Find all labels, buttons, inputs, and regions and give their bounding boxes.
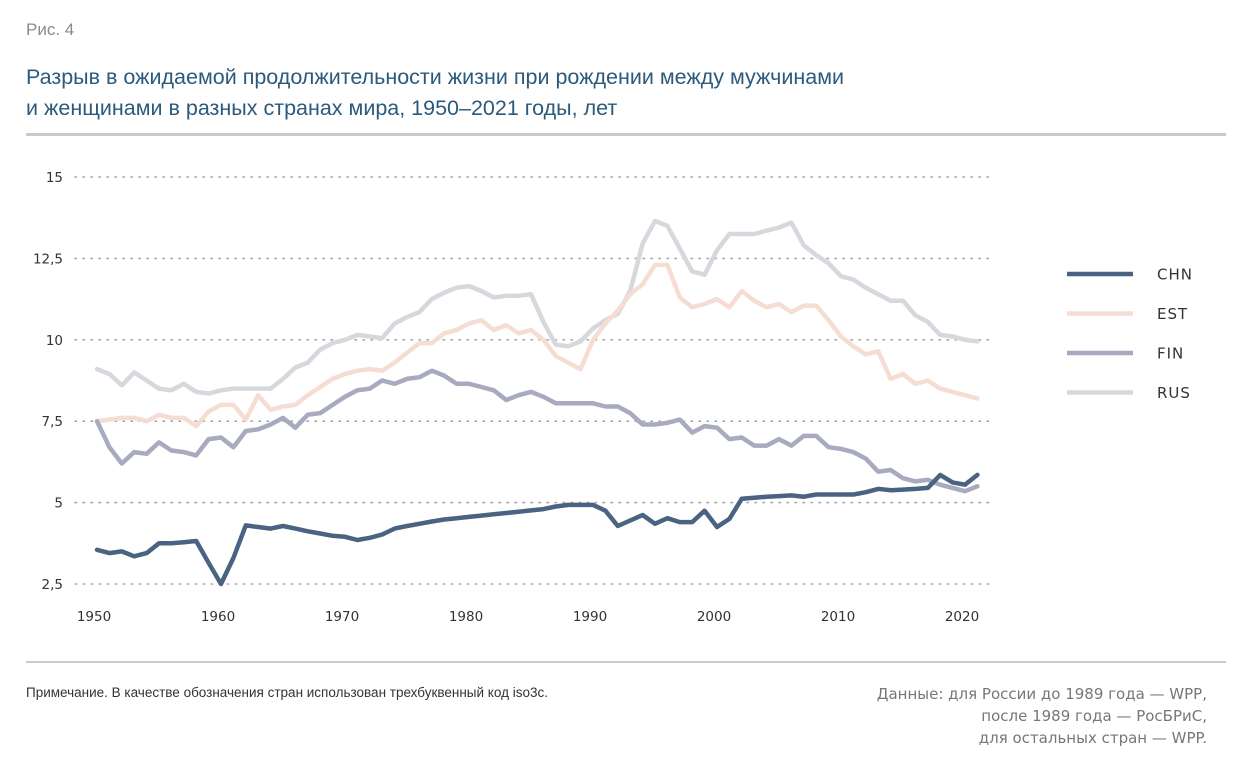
x-tick-label: 1970 [325, 609, 359, 625]
footer-divider [26, 661, 1226, 663]
x-tick-label: 1980 [449, 609, 483, 625]
header-divider [26, 133, 1226, 136]
legend-label-fin: FIN [1157, 345, 1184, 363]
data-source: Данные: для России до 1989 года — WPP, п… [877, 683, 1207, 749]
x-tick-label: 1990 [573, 609, 607, 625]
series-line-chn [94, 472, 980, 587]
x-axis-ticks: 1950 1960 1970 1980 1990 2000 2010 2020 [77, 609, 979, 625]
x-tick-label: 2000 [697, 609, 731, 625]
y-tick-label: 5 [54, 496, 63, 512]
gridlines [74, 176, 993, 585]
legend-label-rus: RUS [1157, 384, 1191, 402]
y-tick-label: 15 [46, 170, 63, 186]
y-tick-label: 12,5 [33, 251, 63, 267]
x-tick-label: 1950 [77, 609, 111, 625]
footnote: Примечание. В качестве обозначения стран… [26, 685, 548, 700]
x-tick-label: 2020 [945, 609, 979, 625]
data-source-line: после 1989 года — РосБРиС, [981, 707, 1207, 725]
chart-title-line-1: Разрыв в ожидаемой продолжительности жиз… [26, 65, 844, 89]
series-line-rus [94, 218, 980, 396]
y-axis-ticks: 2,5 5 7,5 10 12,5 15 [33, 170, 63, 593]
data-source-line: для остальных стран — WPP. [978, 729, 1207, 747]
x-tick-label: 1960 [201, 609, 235, 625]
y-tick-label: 7,5 [42, 414, 63, 430]
legend: CHN EST FIN RUS [1067, 266, 1193, 402]
series-line-est [94, 262, 980, 429]
y-tick-label: 10 [46, 333, 63, 349]
y-tick-label: 2,5 [42, 577, 63, 593]
series-line-fin [94, 368, 980, 494]
x-tick-label: 2010 [821, 609, 855, 625]
legend-label-chn: CHN [1157, 266, 1193, 284]
chart-title: Разрыв в ожидаемой продолжительности жиз… [26, 62, 1126, 124]
legend-label-est: EST [1157, 305, 1188, 323]
chart-title-line-2: и женщинами в разных странах мира, 1950–… [26, 96, 618, 120]
figure-label: Рис. 4 [26, 20, 75, 39]
series-lines [94, 218, 980, 587]
data-source-line: Данные: для России до 1989 года — WPP, [876, 685, 1207, 703]
